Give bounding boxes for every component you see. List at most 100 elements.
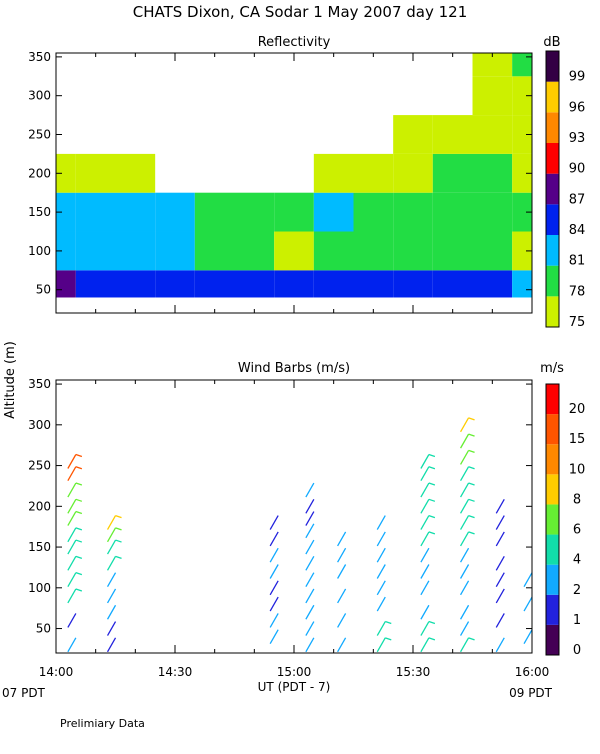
wind-barb bbox=[67, 539, 77, 555]
wind-barb-flag bbox=[468, 466, 475, 470]
reflectivity-cell bbox=[234, 270, 275, 298]
wind-barb bbox=[67, 482, 77, 498]
reflectivity-cell bbox=[472, 231, 513, 271]
reflectivity-cell bbox=[472, 115, 513, 154]
reflectivity-cell bbox=[56, 270, 76, 298]
wind-barb bbox=[460, 531, 470, 547]
x-tick-label: 16:00 bbox=[515, 665, 550, 679]
wind-barb bbox=[269, 547, 279, 563]
wind-barb bbox=[106, 637, 117, 653]
reflectivity-cell bbox=[155, 231, 195, 271]
wind-barb bbox=[460, 433, 470, 449]
y-tick-label: 200 bbox=[28, 166, 51, 180]
x-axis-label: UT (PDT - 7) bbox=[258, 680, 331, 694]
x-tick-label: 15:00 bbox=[277, 665, 312, 679]
y-tick-label: 150 bbox=[28, 205, 51, 219]
wind-barb bbox=[376, 580, 386, 596]
wind-barb bbox=[67, 511, 77, 526]
wind-barb bbox=[376, 547, 386, 563]
wind-barb bbox=[106, 604, 117, 620]
wind-barb bbox=[337, 613, 347, 628]
wind-barb bbox=[420, 547, 430, 563]
reflectivity-cell bbox=[353, 192, 394, 232]
reflectivity-colorbar-swatch bbox=[546, 51, 559, 82]
wind-barb bbox=[460, 547, 470, 563]
wind-barb bbox=[269, 629, 279, 645]
y-tick-label: 50 bbox=[36, 283, 51, 297]
reflectivity-cell bbox=[472, 53, 513, 77]
reflectivity-colorbar: 75 78 81 84 87 90 93 96 99 bbox=[545, 50, 586, 330]
wind-barb bbox=[106, 515, 117, 530]
wind-colorbar-label: 2 bbox=[573, 583, 581, 598]
x-tick-label: 14:00 bbox=[39, 665, 74, 679]
wind-barb bbox=[337, 531, 347, 547]
reflectivity-colorbar-label: 81 bbox=[569, 254, 586, 269]
wind-barb-flag bbox=[385, 620, 392, 625]
wind-barb bbox=[106, 572, 117, 587]
reflectivity-cell bbox=[512, 270, 532, 298]
y-tick-label: 250 bbox=[28, 127, 51, 141]
reflectivity-cell bbox=[432, 231, 473, 271]
reflectivity-colorbar-label: 84 bbox=[569, 223, 586, 238]
reflectivity-colorbar-label: 75 bbox=[569, 315, 586, 330]
reflectivity-colorbar-frame bbox=[545, 50, 560, 328]
reflectivity-cell bbox=[115, 192, 156, 232]
reflectivity-cell bbox=[393, 153, 433, 193]
wind-barb-flag bbox=[115, 514, 122, 519]
wind-barb bbox=[67, 527, 77, 543]
y-tick-label: 350 bbox=[28, 50, 51, 64]
reflectivity-colorbar-swatch bbox=[546, 81, 559, 113]
wind-colorbar-label: 10 bbox=[569, 462, 586, 477]
wind-barb bbox=[460, 580, 470, 596]
reflectivity-colorbar-swatch bbox=[546, 296, 559, 327]
local-time-start-label: 07 PDT bbox=[2, 686, 46, 700]
wind-barb bbox=[460, 450, 470, 465]
wind-barb bbox=[305, 637, 315, 653]
wind-barb bbox=[420, 564, 430, 579]
reflectivity-cell bbox=[512, 192, 532, 232]
wind-colorbar-label: 8 bbox=[573, 492, 581, 507]
wind-barb bbox=[420, 515, 430, 530]
wind-barb bbox=[305, 572, 315, 587]
wind-barb-flag bbox=[75, 482, 83, 486]
reflectivity-cell bbox=[432, 270, 473, 298]
wind-barb bbox=[420, 637, 430, 653]
wind-colorbar-swatch bbox=[546, 444, 559, 475]
wind-plot-frame bbox=[55, 379, 533, 654]
reflectivity-cell bbox=[393, 231, 433, 271]
x-tick-label: 14:30 bbox=[158, 665, 193, 679]
wind-barb bbox=[495, 588, 505, 604]
wind-barb bbox=[376, 564, 386, 579]
wind-barb bbox=[376, 637, 386, 653]
reflectivity-cell bbox=[274, 270, 314, 298]
reflectivity-cell bbox=[274, 192, 314, 232]
wind-title: Wind Barbs (m/s) bbox=[238, 361, 350, 376]
wind-panel: Wind Barbs (m/s) m/s 5010015020025030035… bbox=[28, 361, 585, 679]
reflectivity-cell bbox=[56, 192, 76, 232]
wind-barb bbox=[495, 515, 505, 530]
wind-barb bbox=[420, 604, 430, 620]
wind-barb-flag bbox=[428, 453, 436, 458]
wind-barb-flag bbox=[468, 498, 475, 502]
reflectivity-cell bbox=[115, 270, 156, 298]
wind-barb bbox=[495, 531, 505, 547]
wind-barb bbox=[376, 621, 386, 636]
wind-barb bbox=[376, 531, 386, 547]
reflectivity-cell bbox=[432, 153, 473, 193]
wind-barb bbox=[67, 556, 77, 571]
reflectivity-cell bbox=[472, 76, 513, 116]
y-tick-label: 200 bbox=[28, 499, 51, 513]
wind-barb bbox=[106, 621, 117, 636]
wind-barb bbox=[67, 588, 77, 604]
wind-barb bbox=[106, 588, 117, 604]
reflectivity-cell bbox=[313, 231, 354, 271]
wind-barb bbox=[523, 596, 533, 612]
reflectivity-colorbar-swatch bbox=[546, 204, 559, 235]
wind-barb bbox=[420, 466, 430, 482]
reflectivity-title: Reflectivity bbox=[258, 35, 331, 50]
wind-barb bbox=[305, 588, 315, 604]
reflectivity-colorbar-label: 99 bbox=[569, 70, 586, 85]
wind-colorbar-label: 1 bbox=[573, 613, 581, 628]
wind-colorbar-label: 20 bbox=[569, 402, 586, 417]
